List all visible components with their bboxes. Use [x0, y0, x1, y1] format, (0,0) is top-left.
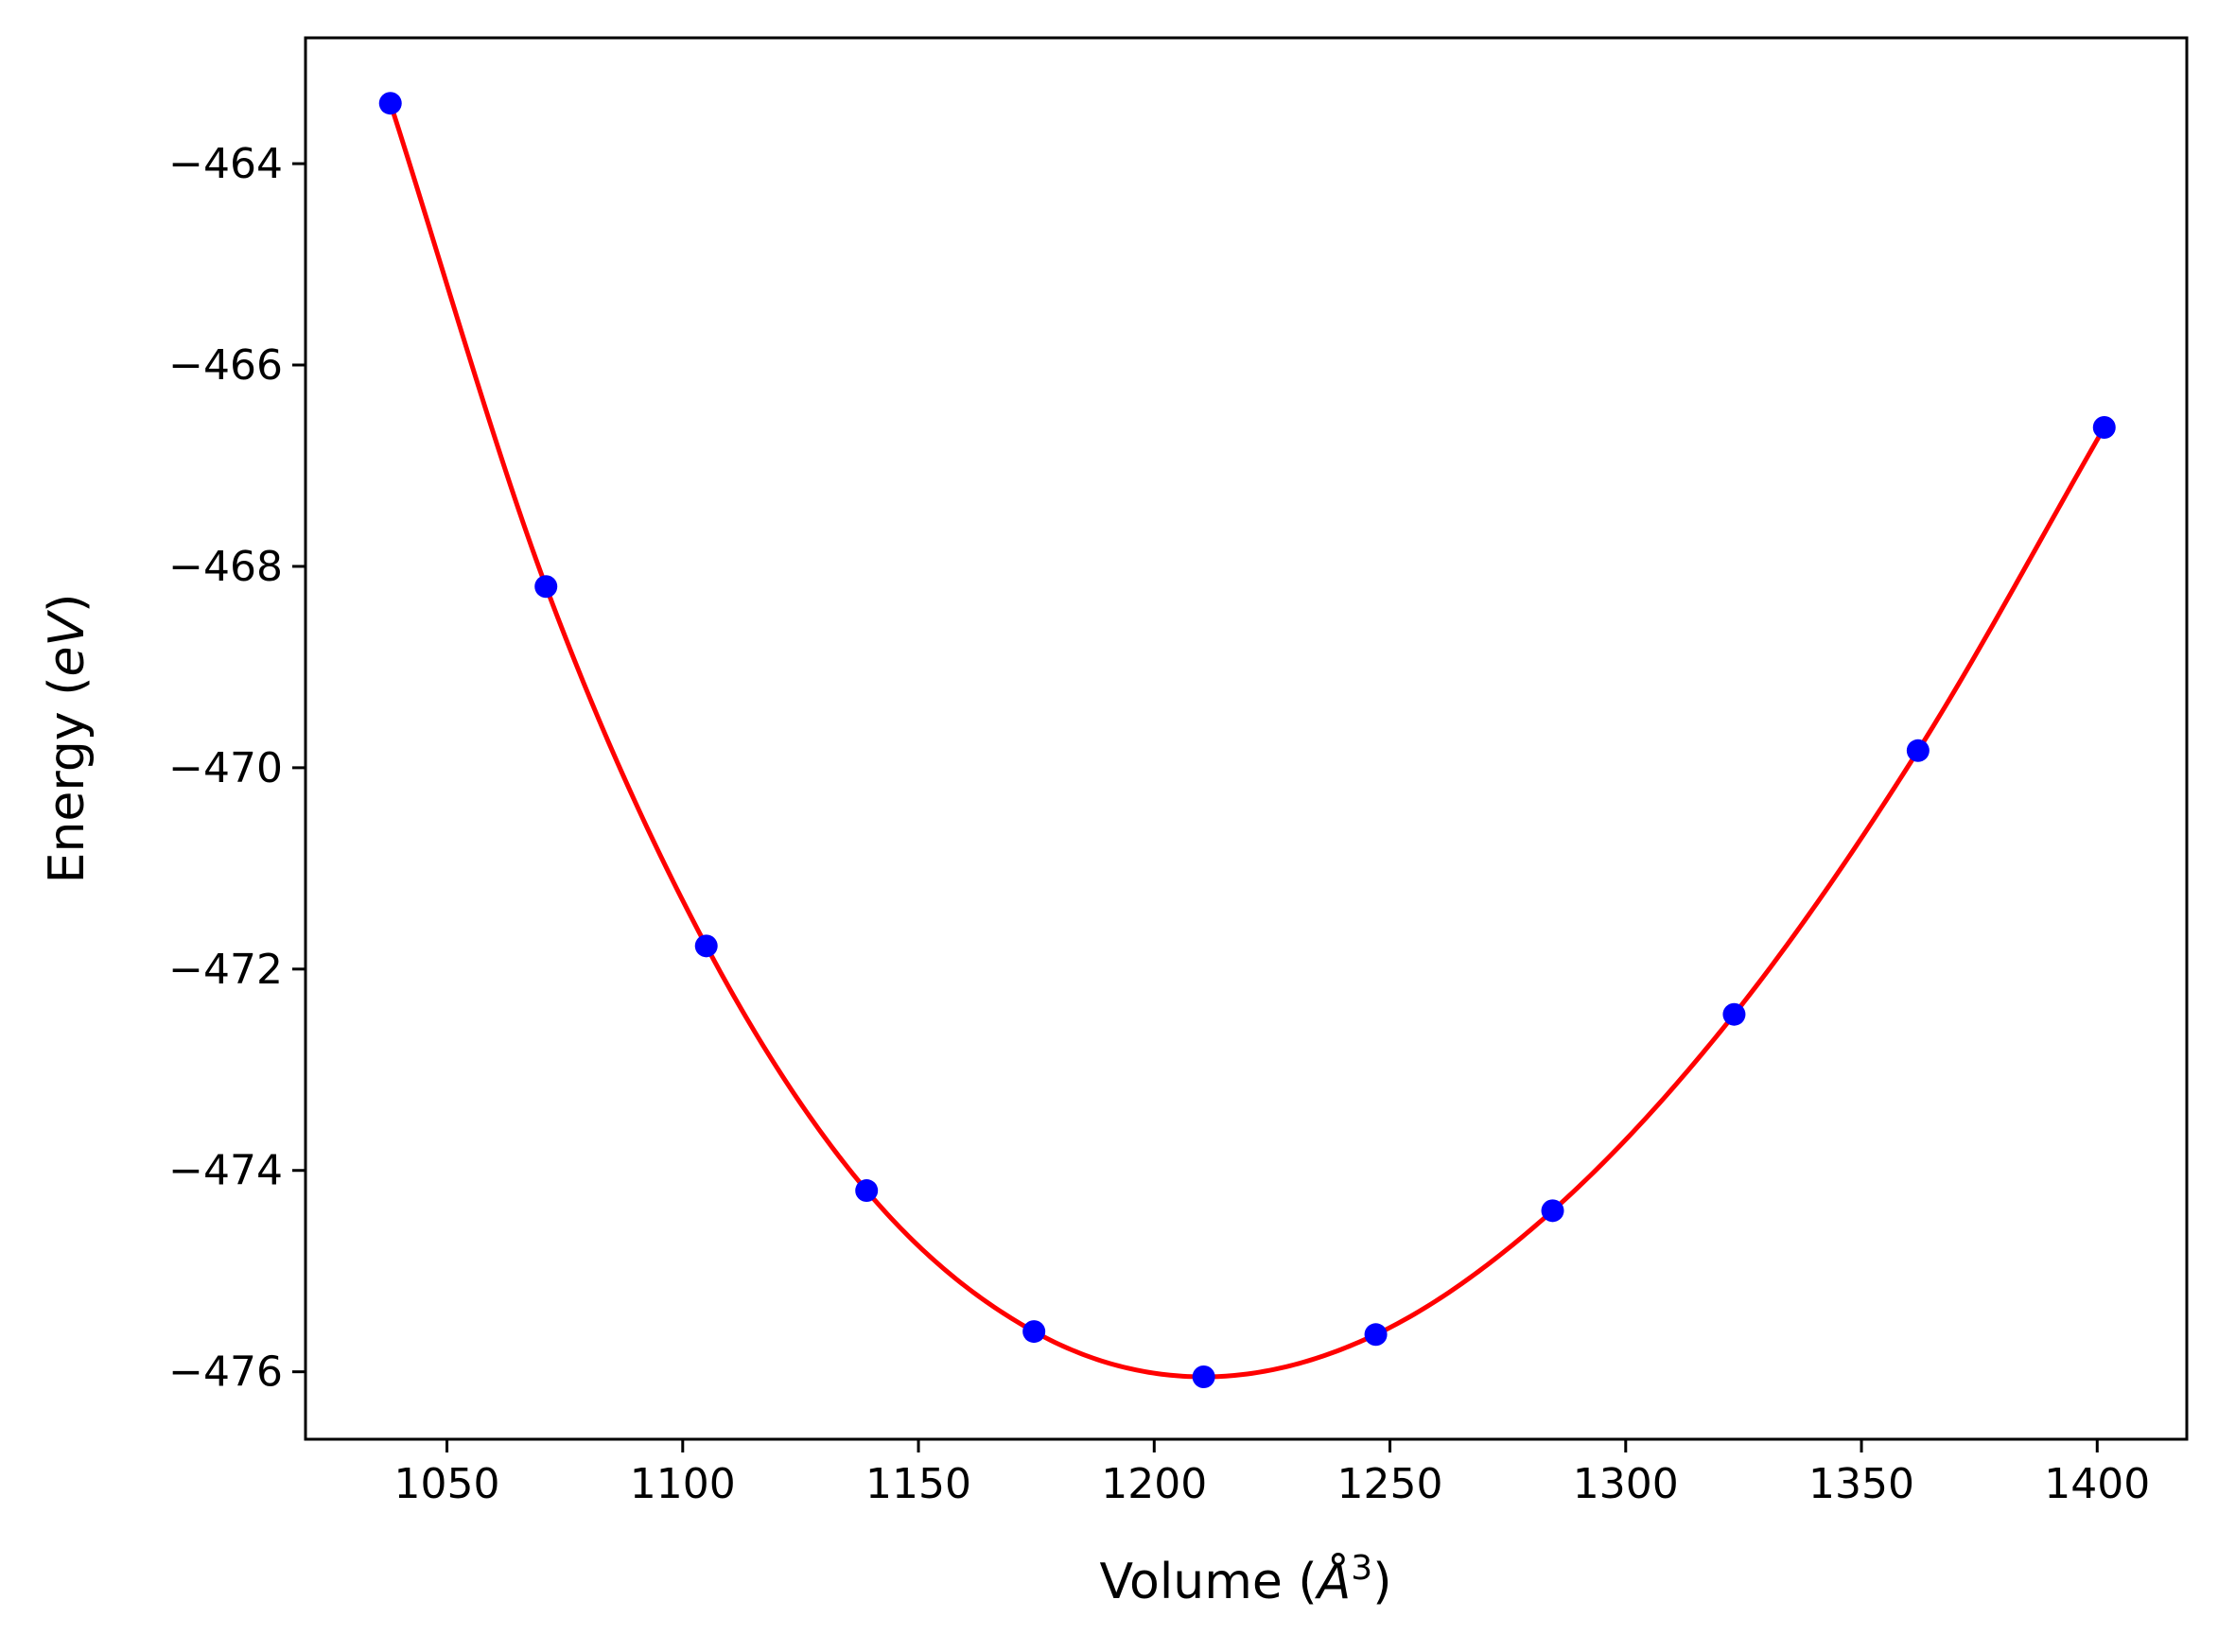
x-tick-label: 1150 [865, 1460, 971, 1508]
data-point [1192, 1365, 1215, 1388]
data-point [2092, 416, 2116, 440]
axis-ticks: 1050 1100 1150 1200 1250 1300 1350 1400 −464 −466… [168, 140, 2150, 1508]
data-point [1364, 1323, 1388, 1347]
data-point [694, 934, 718, 958]
data-point [1906, 739, 1930, 762]
x-tick-label: 1200 [1101, 1460, 1207, 1508]
x-tick-label: 1300 [1573, 1460, 1679, 1508]
data-point [378, 92, 402, 115]
y-tick-label: −468 [168, 543, 283, 591]
data-point [1722, 1002, 1746, 1026]
y-tick-label: −466 [168, 341, 283, 390]
data-point [1541, 1199, 1564, 1223]
plot-frame [304, 36, 2189, 1441]
x-axis-label: Volume (Å3) [1100, 1549, 1392, 1611]
y-tick-label: −470 [168, 744, 283, 792]
data-point [534, 575, 558, 599]
data-point [1022, 1320, 1046, 1344]
y-axis-label: Energy (eV) [39, 594, 96, 884]
y-tick-label: −474 [168, 1147, 283, 1195]
y-tick-label: −476 [168, 1348, 283, 1397]
y-tick-label: −464 [168, 140, 283, 188]
y-tick-label: −472 [168, 946, 283, 994]
x-tick-label: 1250 [1337, 1460, 1443, 1508]
fit-curve [388, 102, 2106, 1380]
data-point [855, 1179, 879, 1203]
x-tick-label: 1050 [394, 1460, 500, 1508]
plot-area [378, 92, 2116, 1388]
x-tick-label: 1400 [2044, 1460, 2150, 1508]
x-tick-label: 1100 [630, 1460, 736, 1508]
x-tick-label: 1350 [1808, 1460, 1914, 1508]
